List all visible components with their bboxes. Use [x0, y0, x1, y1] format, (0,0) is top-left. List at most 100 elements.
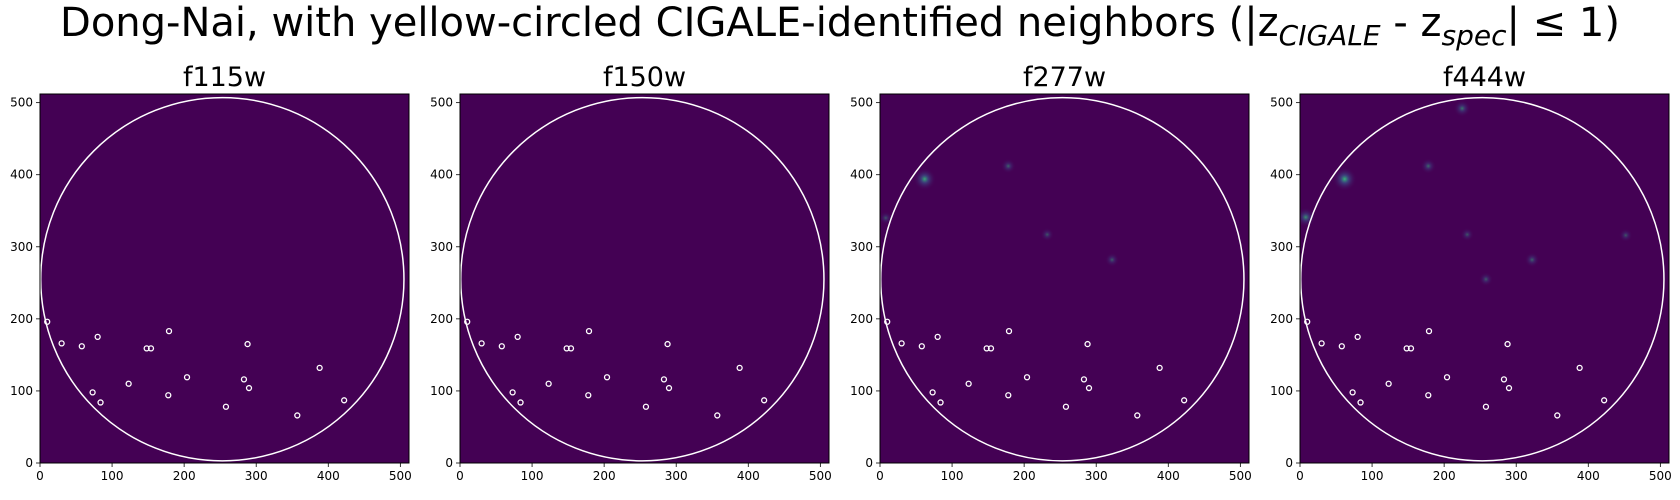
- y-tick-label: 100: [10, 384, 33, 398]
- neighbor-marker: [97, 399, 104, 406]
- neighbor-marker: [94, 333, 101, 341]
- neighbor-marker: [736, 364, 743, 372]
- neighbor-marker: [1156, 364, 1163, 372]
- x-tick-label: 0: [456, 469, 464, 483]
- panel-f150w: f150w 0 100 200 300 400 500 0 100 200 300 400 500: [430, 62, 832, 483]
- neighbor-marker: [89, 389, 96, 396]
- neighbor-marker: [1080, 376, 1088, 383]
- source-blob: [1453, 99, 1471, 117]
- panel-f444w: f444w 0 100 200 300 400 500 0 100 200 300 400 500: [1270, 62, 1672, 483]
- y-tick-label: 400: [430, 168, 453, 182]
- x-tick-label: 400: [1577, 469, 1600, 483]
- neighbor-marker: [509, 389, 516, 396]
- panel-title: f150w: [603, 62, 686, 93]
- neighbor-marker: [567, 345, 575, 352]
- neighbor-marker: [245, 384, 253, 392]
- neighbor-marker: [143, 345, 150, 352]
- x-tick-label: 200: [593, 469, 616, 483]
- axes-frame: [39, 93, 410, 464]
- x-tick-label: 300: [665, 469, 688, 483]
- source-blob: [1460, 227, 1474, 242]
- neighbor-marker: [1425, 392, 1432, 399]
- neighbor-marker: [294, 412, 301, 419]
- x-tick-label: 300: [245, 469, 268, 483]
- source-blob: [1104, 252, 1120, 267]
- y-tick-label: 100: [430, 384, 453, 398]
- image-background: [40, 94, 409, 463]
- neighbor-marker: [918, 343, 925, 350]
- panel-title: f115w: [183, 62, 266, 93]
- x-tick-label: 0: [876, 469, 884, 483]
- neighbor-marker: [1407, 345, 1415, 352]
- neighbor-marker: [545, 380, 552, 387]
- neighbor-marker: [1062, 403, 1070, 410]
- y-tick-label: 200: [430, 312, 453, 326]
- neighbor-marker: [937, 399, 944, 406]
- x-tick-label: 500: [1649, 469, 1672, 483]
- neighbor-marker: [1482, 403, 1490, 410]
- neighbor-marker: [1349, 389, 1356, 396]
- neighbor-marker: [1443, 374, 1451, 381]
- y-tick-label: 500: [1270, 96, 1293, 110]
- neighbor-marker: [244, 340, 251, 348]
- aperture-circle: [880, 96, 1245, 462]
- neighbor-marker: [1505, 384, 1513, 392]
- neighbor-marker: [316, 364, 323, 372]
- neighbor-marker: [1500, 376, 1508, 383]
- x-tick-label: 200: [173, 469, 196, 483]
- figure-title: Dong-Nai, with yellow-circled CIGALE-ide…: [60, 0, 1620, 52]
- x-tick-label: 500: [1229, 469, 1252, 483]
- neighbor-marker: [1600, 397, 1608, 404]
- x-tick-label: 400: [1157, 469, 1180, 483]
- y-tick-label: 200: [10, 312, 33, 326]
- x-tick-label: 100: [1361, 469, 1384, 483]
- y-tick-label: 300: [1270, 240, 1293, 254]
- aperture-circle: [40, 96, 405, 462]
- neighbor-marker: [664, 340, 671, 348]
- panel-title: f277w: [1023, 62, 1106, 93]
- neighbor-marker: [165, 327, 173, 335]
- neighbor-marker: [1425, 327, 1433, 335]
- neighbor-marker: [183, 374, 191, 381]
- y-tick-label: 500: [10, 96, 33, 110]
- image-content: [1300, 96, 1665, 462]
- neighbor-marker: [1005, 327, 1013, 335]
- neighbor-marker: [965, 380, 972, 387]
- neighbor-marker: [934, 333, 941, 341]
- neighbor-marker: [1403, 345, 1410, 352]
- neighbor-marker: [340, 397, 348, 404]
- axes-frame: [879, 93, 1250, 464]
- aperture-circle: [460, 96, 825, 462]
- neighbor-marker: [1023, 374, 1031, 381]
- x-tick-label: 100: [941, 469, 964, 483]
- neighbor-marker: [464, 318, 471, 325]
- y-tick-label: 0: [1285, 456, 1293, 470]
- x-tick-label: 100: [521, 469, 544, 483]
- y-tick-label: 0: [25, 456, 33, 470]
- neighbor-marker: [514, 333, 521, 341]
- neighbor-marker: [884, 318, 891, 325]
- x-tick-label: 300: [1085, 469, 1108, 483]
- image-background: [460, 94, 829, 463]
- neighbor-marker: [1134, 412, 1141, 419]
- neighbor-marker: [1357, 399, 1364, 406]
- y-tick-label: 500: [430, 96, 453, 110]
- neighbor-marker: [660, 376, 668, 383]
- y-tick-label: 0: [445, 456, 453, 470]
- neighbor-marker: [240, 376, 248, 383]
- image-content: [460, 96, 825, 462]
- neighbor-marker: [78, 343, 85, 350]
- neighbor-marker: [147, 345, 155, 352]
- y-tick-label: 300: [850, 240, 873, 254]
- neighbor-marker: [1338, 343, 1345, 350]
- neighbor-marker: [929, 389, 936, 396]
- source-blob: [1300, 207, 1316, 228]
- x-tick-label: 300: [1505, 469, 1528, 483]
- neighbor-marker: [165, 392, 172, 399]
- axes-frame: [459, 93, 830, 464]
- neighbor-marker: [1385, 380, 1392, 387]
- image-content: [880, 96, 1245, 462]
- y-tick-label: 400: [1270, 168, 1293, 182]
- neighbor-marker: [898, 340, 905, 347]
